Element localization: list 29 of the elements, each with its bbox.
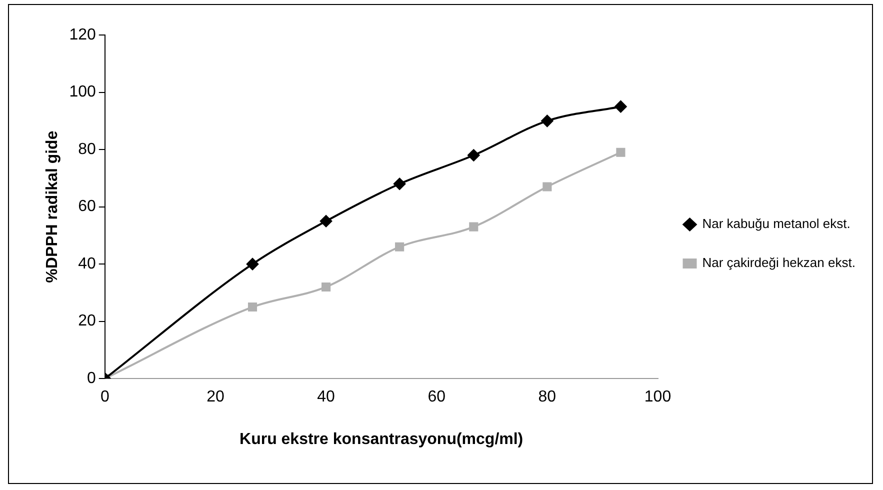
y-tick-label: 80	[78, 140, 96, 158]
point	[322, 282, 331, 292]
y-tick-label: 40	[78, 255, 96, 272]
legend-label: Nar kabuğu metanol ekst.	[702, 216, 850, 232]
y-tick-label: 100	[69, 84, 96, 101]
y-tick-label: 20	[78, 312, 96, 330]
x-tick-label: 60	[428, 388, 446, 406]
x-tick-label: 0	[100, 388, 110, 406]
point	[248, 302, 258, 312]
point	[468, 149, 480, 162]
point	[246, 258, 259, 270]
point	[541, 114, 554, 127]
x-tick-label: 100	[644, 388, 672, 406]
point	[614, 100, 627, 113]
x-axis-title: Kuru ekstre konsantrasyonu(mcg/ml)	[240, 430, 524, 448]
x-tick-label: 40	[317, 388, 336, 406]
point	[394, 178, 406, 190]
legend-label: Nar çakirdeği hekzan ekst.	[702, 255, 856, 270]
point	[395, 242, 404, 252]
point	[542, 182, 552, 192]
point	[469, 222, 478, 232]
x-tick-label: 80	[538, 388, 556, 406]
point	[616, 148, 626, 157]
x-tick-label: 20	[206, 388, 224, 406]
y-tick-label: 60	[78, 198, 96, 216]
y-tick-label: 0	[86, 370, 96, 388]
point	[320, 215, 332, 228]
y-tick-label: 120	[69, 26, 96, 44]
y-axis-title: %DPPH radikal gide	[44, 130, 62, 283]
